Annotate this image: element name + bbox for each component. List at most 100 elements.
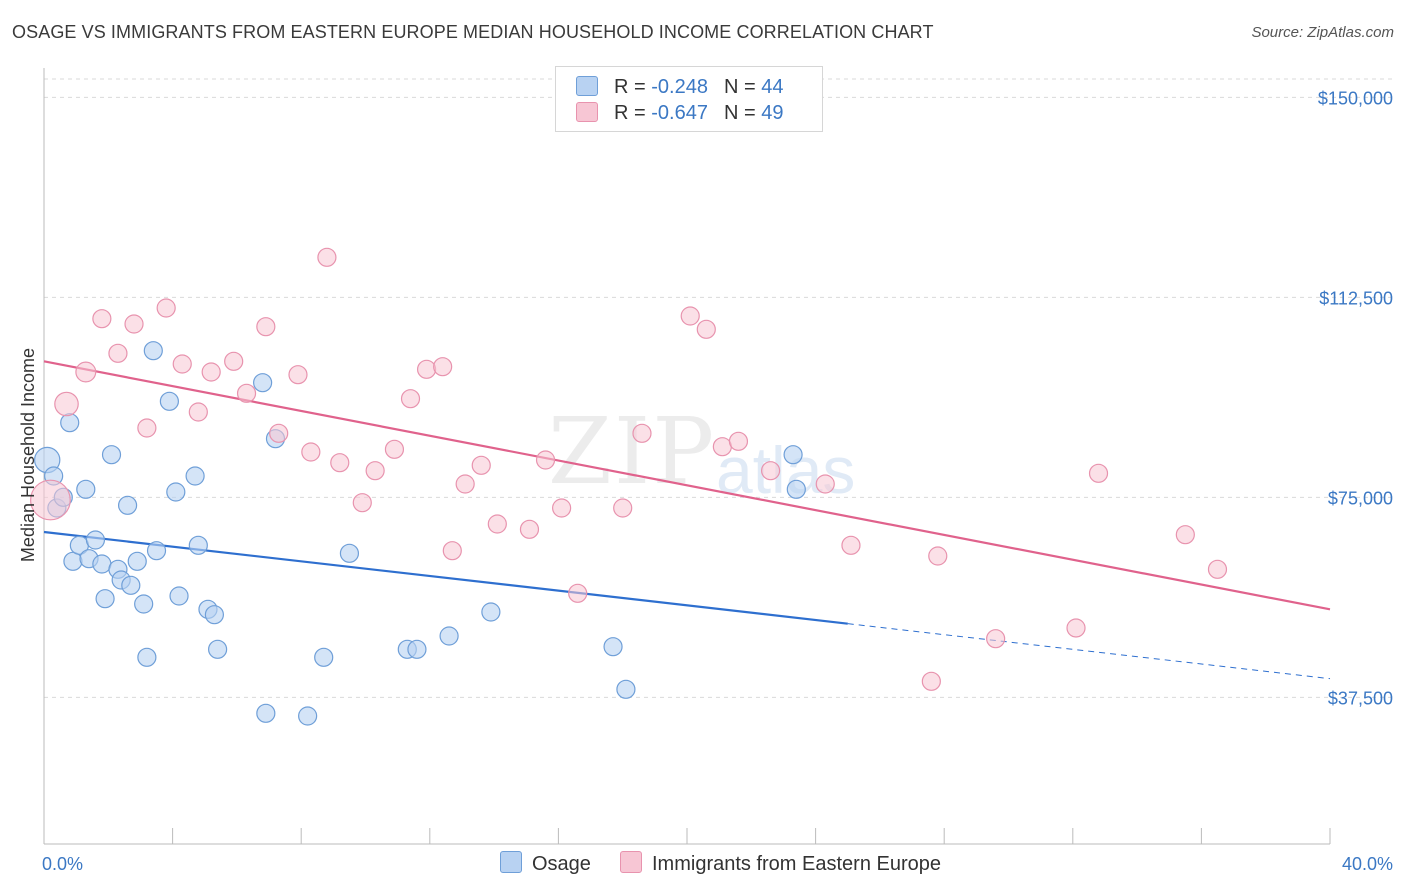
immigrants-point — [696, 319, 716, 339]
osage-point — [159, 391, 179, 411]
osage-point — [603, 637, 623, 657]
immigrants-point — [384, 439, 405, 459]
immigrants-point — [365, 461, 385, 481]
osage-point — [256, 703, 276, 723]
immigrants-point — [815, 474, 835, 494]
immigrants-point — [928, 546, 948, 566]
immigrants-point — [1066, 618, 1086, 638]
osage-point — [208, 639, 228, 659]
osage-point — [76, 479, 96, 499]
osage-trend-line — [43, 530, 848, 625]
chart-source: Source: ZipAtlas.com — [1251, 24, 1394, 41]
legend-immigrants-label: Immigrants from Eastern Europe — [652, 853, 941, 875]
osage-point — [95, 589, 115, 609]
y-tick-labels: $37,500 $75,000 $112,500 $150,000 — [1318, 88, 1393, 708]
osage-n-value: 44 — [761, 76, 784, 98]
immigrants-point — [416, 359, 437, 379]
immigrants-point — [137, 418, 157, 438]
immigrants-point — [400, 389, 421, 409]
immigrants-point — [30, 479, 71, 521]
immigrants-point — [487, 514, 507, 534]
osage-point — [169, 586, 189, 606]
immigrants-point — [224, 351, 244, 371]
legend-row-osage: R = -0.248 N = 44 — [576, 76, 783, 100]
immigrants-point — [433, 357, 453, 377]
osage-point — [481, 602, 501, 622]
legend-osage-label: Osage — [532, 853, 591, 875]
immigrants-point — [288, 365, 308, 385]
osage-point — [314, 647, 334, 667]
immigrants-point — [54, 391, 79, 417]
osage-point — [137, 647, 157, 667]
watermark-zip: ZIP — [548, 398, 717, 505]
osage-point — [117, 495, 138, 515]
immigrants-point — [188, 402, 208, 422]
osage-point — [166, 482, 186, 502]
osage-point — [188, 535, 208, 555]
series-legend: Osage Immigrants from Eastern Europe — [0, 851, 1406, 879]
chart-title: OSAGE VS IMMIGRANTS FROM EASTERN EUROPE … — [12, 22, 934, 42]
immigrants-n-label: N = — [723, 102, 762, 124]
y-tick-label: $37,500 — [1328, 688, 1393, 708]
y-axis-title: Median Household Income — [18, 348, 38, 562]
osage-trend-line-extrapolated — [847, 623, 1331, 680]
osage-point — [101, 445, 122, 465]
osage-point — [60, 413, 80, 433]
immigrants-point — [1207, 559, 1228, 579]
immigrants-point — [1175, 525, 1195, 545]
legend-osage-swatch — [500, 851, 522, 873]
immigrants-point — [156, 298, 176, 318]
immigrants-point — [568, 583, 588, 603]
immigrants-point — [728, 431, 749, 451]
axes — [43, 68, 1331, 845]
immigrants-point — [201, 362, 221, 382]
y-tick-label: $112,500 — [1319, 288, 1393, 308]
y-tick-label: $75,000 — [1328, 488, 1393, 508]
osage-point — [786, 479, 806, 499]
osage-point — [783, 445, 803, 465]
immigrants-trend-line — [43, 360, 1331, 611]
osage-point — [439, 626, 459, 646]
legend-item-immigrants: Immigrants from Eastern Europe — [620, 851, 941, 876]
immigrants-point — [760, 461, 781, 481]
osage-point — [121, 575, 141, 595]
osage-point — [298, 706, 318, 726]
immigrants-point — [1088, 463, 1109, 483]
immigrants-point — [75, 361, 97, 383]
immigrants-point — [236, 383, 257, 403]
immigrants-point — [301, 442, 321, 462]
immigrants-point — [632, 423, 652, 443]
osage-point — [339, 543, 360, 563]
immigrants-r-label: R = — [614, 102, 652, 124]
immigrants-point — [535, 450, 556, 470]
osage-point — [185, 466, 205, 486]
osage-point — [143, 341, 163, 361]
immigrants-point — [986, 629, 1006, 649]
immigrants-point — [921, 671, 941, 691]
osage-point — [616, 679, 636, 699]
osage-swatch — [576, 76, 598, 96]
trend-lines — [43, 360, 1331, 680]
immigrants-point — [317, 247, 337, 267]
immigrants-point — [124, 314, 144, 334]
legend-item-osage: Osage — [500, 851, 591, 876]
immigrants-point — [269, 423, 289, 443]
osage-point — [63, 551, 83, 571]
immigrants-point — [256, 317, 276, 337]
osage-point — [253, 373, 273, 393]
immigrants-point — [108, 343, 128, 363]
legend-row-immigrants: R = -0.647 N = 49 — [576, 102, 783, 126]
legend-immigrants-swatch — [620, 851, 642, 873]
immigrants-point — [330, 453, 350, 473]
immigrants-point — [352, 493, 372, 513]
osage-r-label: R = — [614, 76, 652, 98]
osage-point — [146, 541, 167, 561]
immigrants-point — [841, 535, 861, 555]
immigrants-r-value: -0.647 — [651, 102, 708, 124]
x-tick-label-end: 40.0% — [1342, 854, 1393, 874]
immigrants-point — [442, 541, 462, 561]
immigrants-point — [172, 354, 192, 374]
osage-point — [85, 530, 106, 550]
osage-point — [407, 639, 427, 659]
immigrants-point — [613, 498, 633, 518]
